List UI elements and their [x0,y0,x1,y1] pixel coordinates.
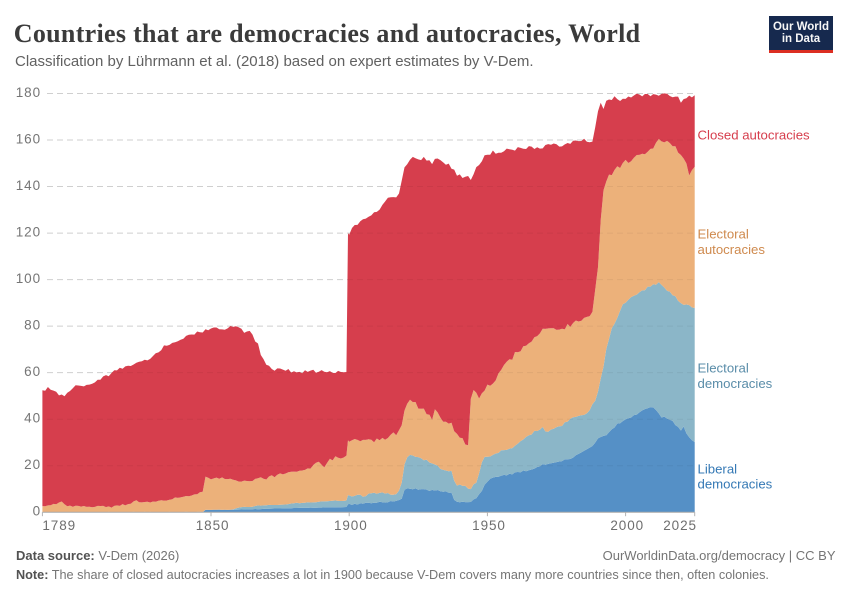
svg-text:democracies: democracies [698,376,773,391]
svg-text:180: 180 [16,85,41,100]
svg-text:2025: 2025 [663,518,697,533]
svg-text:0: 0 [33,504,41,519]
svg-text:100: 100 [16,271,41,286]
svg-text:autocracies: autocracies [698,242,766,257]
svg-text:1900: 1900 [334,518,368,533]
svg-text:80: 80 [24,318,41,333]
svg-text:1850: 1850 [196,518,230,533]
svg-text:Liberal: Liberal [698,462,738,477]
svg-text:1789: 1789 [42,518,76,533]
svg-text:Electoral: Electoral [698,361,749,376]
svg-text:140: 140 [16,178,41,193]
svg-text:160: 160 [16,131,41,146]
svg-text:20: 20 [24,457,41,472]
svg-text:democracies: democracies [698,476,773,491]
svg-text:120: 120 [16,225,41,240]
svg-text:2000: 2000 [610,518,644,533]
svg-text:Electoral: Electoral [698,227,749,242]
svg-text:Closed autocracies: Closed autocracies [698,127,811,142]
svg-text:1950: 1950 [472,518,506,533]
svg-text:40: 40 [24,411,41,426]
svg-text:60: 60 [24,364,41,379]
